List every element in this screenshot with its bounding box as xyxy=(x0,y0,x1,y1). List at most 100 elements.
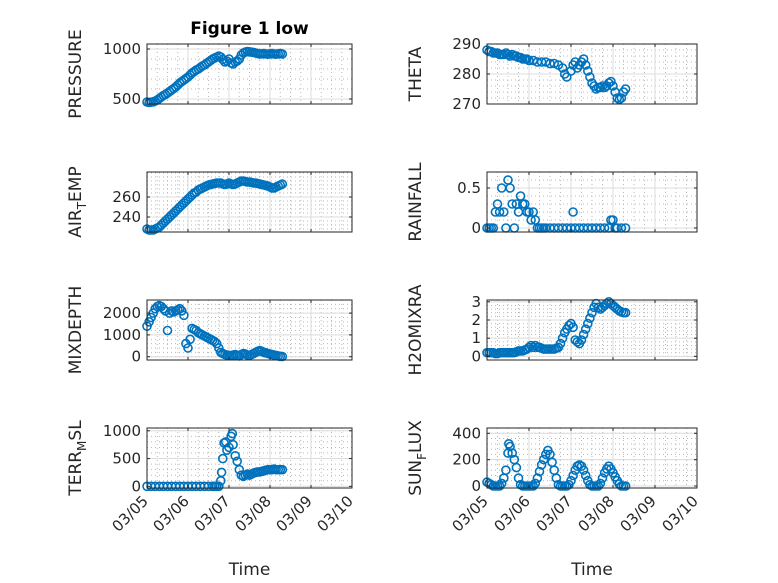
data-point xyxy=(538,454,549,465)
axes-frame xyxy=(486,427,698,489)
data-point xyxy=(597,473,608,483)
subplot-theta: 270 280 290 THETA xyxy=(406,35,698,113)
x-tick-label: 03/05 xyxy=(109,492,152,535)
figure-title: Figure 1 low xyxy=(190,19,309,39)
y-tick-label: 1000 xyxy=(103,422,141,440)
data-point xyxy=(185,334,195,345)
data-point xyxy=(551,473,562,483)
y-tick-label: 280 xyxy=(452,65,481,83)
x-tick-label: 03/06 xyxy=(491,492,534,535)
y-tick-label: 0.5 xyxy=(457,179,481,197)
subplot-rainfall: 0 0.5 RAINFALL xyxy=(406,162,698,242)
subplot-mixdepth: 0 1000 2000 MIXDEPTH xyxy=(66,286,353,374)
data-point xyxy=(616,93,627,103)
data-point xyxy=(277,464,288,475)
data-point xyxy=(568,207,578,217)
data-point xyxy=(534,466,545,477)
data-point xyxy=(503,448,513,458)
data-point xyxy=(501,465,511,476)
data-point xyxy=(162,325,173,336)
subplot-pressure: 500 1000 PRESSURE Figure 1 low xyxy=(66,19,353,119)
y-tick-label: 2000 xyxy=(103,304,141,322)
y-tick-label: 3 xyxy=(471,293,481,311)
data-point xyxy=(507,448,518,458)
axes-frame xyxy=(146,171,353,233)
x-tick-label: 03/07 xyxy=(533,492,576,535)
x-tick-label: 03/10 xyxy=(659,492,702,535)
y-tick-label: 500 xyxy=(112,90,141,108)
data-point xyxy=(494,481,505,491)
y-tick-label: 240 xyxy=(112,208,141,226)
data-point xyxy=(494,207,505,217)
data-point xyxy=(496,478,507,489)
y-tick-label: 200 xyxy=(452,451,481,469)
data-point xyxy=(228,439,238,450)
data-point xyxy=(620,481,631,491)
data-point xyxy=(218,453,228,464)
data-point xyxy=(216,467,227,478)
data-point xyxy=(568,322,578,333)
axes-frame xyxy=(146,43,353,105)
data-point xyxy=(498,207,509,217)
x-tick-label: 03/09 xyxy=(273,492,316,535)
y-axis-label: SUNFLUX xyxy=(406,420,429,496)
data-point xyxy=(580,60,591,70)
x-axis-label: Time xyxy=(228,560,271,580)
data-point xyxy=(612,93,623,103)
data-point xyxy=(507,199,518,209)
data-point xyxy=(230,450,240,461)
data-point xyxy=(585,313,595,324)
x-tick-label: 03/08 xyxy=(575,492,618,535)
data-point xyxy=(585,72,595,82)
subplot-airtemp: 240 260 AIRTEMP xyxy=(66,166,353,238)
data-point xyxy=(179,310,189,321)
data-point xyxy=(505,183,515,193)
data-point xyxy=(183,343,193,353)
data-point xyxy=(593,302,604,313)
data-point xyxy=(557,333,568,344)
data-point xyxy=(582,318,593,329)
axes-frame xyxy=(146,427,353,489)
data-point xyxy=(580,470,591,481)
data-point xyxy=(511,462,522,473)
y-tick-label: 290 xyxy=(452,35,481,53)
subplot-sunflux: 0 200 400 SUNFLUX 03/0503/0603/0703/0803/090… xyxy=(406,420,702,580)
x-tick-label: 03/08 xyxy=(232,492,275,535)
axes-frame xyxy=(486,299,698,361)
data-point xyxy=(218,54,228,65)
y-tick-label: 0 xyxy=(131,477,141,495)
data-point xyxy=(576,335,587,345)
data-point xyxy=(505,441,515,452)
y-tick-label: 1000 xyxy=(103,326,141,344)
data-point xyxy=(608,81,618,91)
data-point xyxy=(175,303,185,314)
data-point xyxy=(227,428,238,439)
y-axis-label: PRESSURE xyxy=(66,29,86,118)
data-point xyxy=(234,464,245,475)
data-point xyxy=(582,66,593,76)
data-point xyxy=(530,478,541,489)
y-tick-label: 0 xyxy=(131,348,141,366)
data-point xyxy=(513,473,524,483)
data-point xyxy=(522,54,532,64)
data-point xyxy=(164,308,175,318)
data-point xyxy=(214,481,224,492)
y-tick-label: 2 xyxy=(471,311,481,329)
data-point xyxy=(209,336,220,347)
x-tick-label: 03/05 xyxy=(449,492,492,535)
data-point xyxy=(232,456,242,467)
y-tick-label: 400 xyxy=(452,424,481,442)
data-point xyxy=(578,465,589,476)
y-tick-label: 0 xyxy=(471,477,481,495)
y-axis-label: AIRTEMP xyxy=(66,166,89,237)
data-point xyxy=(566,475,576,486)
y-tick-label: 1 xyxy=(471,329,481,347)
data-point xyxy=(277,49,288,59)
data-point xyxy=(587,307,597,318)
data-point xyxy=(578,329,589,340)
y-axis-label: RAINFALL xyxy=(406,162,426,242)
y-axis-label: H2OMIXRA xyxy=(406,284,426,375)
data-point xyxy=(580,324,591,334)
y-axis-label: TERRMSL xyxy=(66,420,89,497)
